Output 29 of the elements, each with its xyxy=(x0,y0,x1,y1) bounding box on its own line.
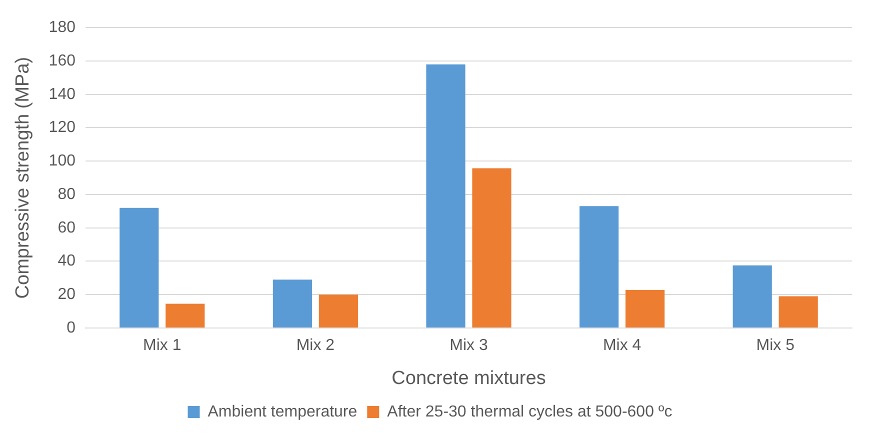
legend-label: After 25-30 thermal cycles at 500-600 ºc xyxy=(387,403,672,420)
bar xyxy=(778,296,818,328)
x-tick-label: Mix 1 xyxy=(143,337,182,354)
y-tick-label: 60 xyxy=(58,219,76,236)
bar xyxy=(166,304,205,328)
y-tick-label: 120 xyxy=(48,119,76,136)
x-tick-label: Mix 3 xyxy=(450,337,488,354)
bar xyxy=(120,208,159,328)
bar xyxy=(732,265,772,328)
bar xyxy=(272,280,312,328)
x-tick-label: Mix 4 xyxy=(602,337,642,354)
y-tick-label: 100 xyxy=(48,152,76,170)
legend-label: Ambient temperature xyxy=(208,403,358,420)
bar xyxy=(580,206,619,328)
y-tick-label: 180 xyxy=(48,19,76,36)
x-tick-label: Mix 5 xyxy=(756,337,795,354)
y-tick-label: 40 xyxy=(58,252,76,270)
y-tick-label: 160 xyxy=(48,52,76,70)
y-tick-label: 80 xyxy=(58,186,76,203)
y-axis-title: Compressive strength (MPa) xyxy=(12,56,34,299)
y-tick-label: 20 xyxy=(58,286,76,304)
bar xyxy=(472,168,512,328)
x-tick-label: Mix 2 xyxy=(296,337,335,354)
y-tick-label: 0 xyxy=(66,319,76,336)
bar xyxy=(426,64,466,328)
bar xyxy=(318,294,358,328)
bar xyxy=(626,290,665,328)
x-axis-title: Concrete mixtures xyxy=(392,368,546,389)
y-tick-label: 140 xyxy=(48,86,76,103)
